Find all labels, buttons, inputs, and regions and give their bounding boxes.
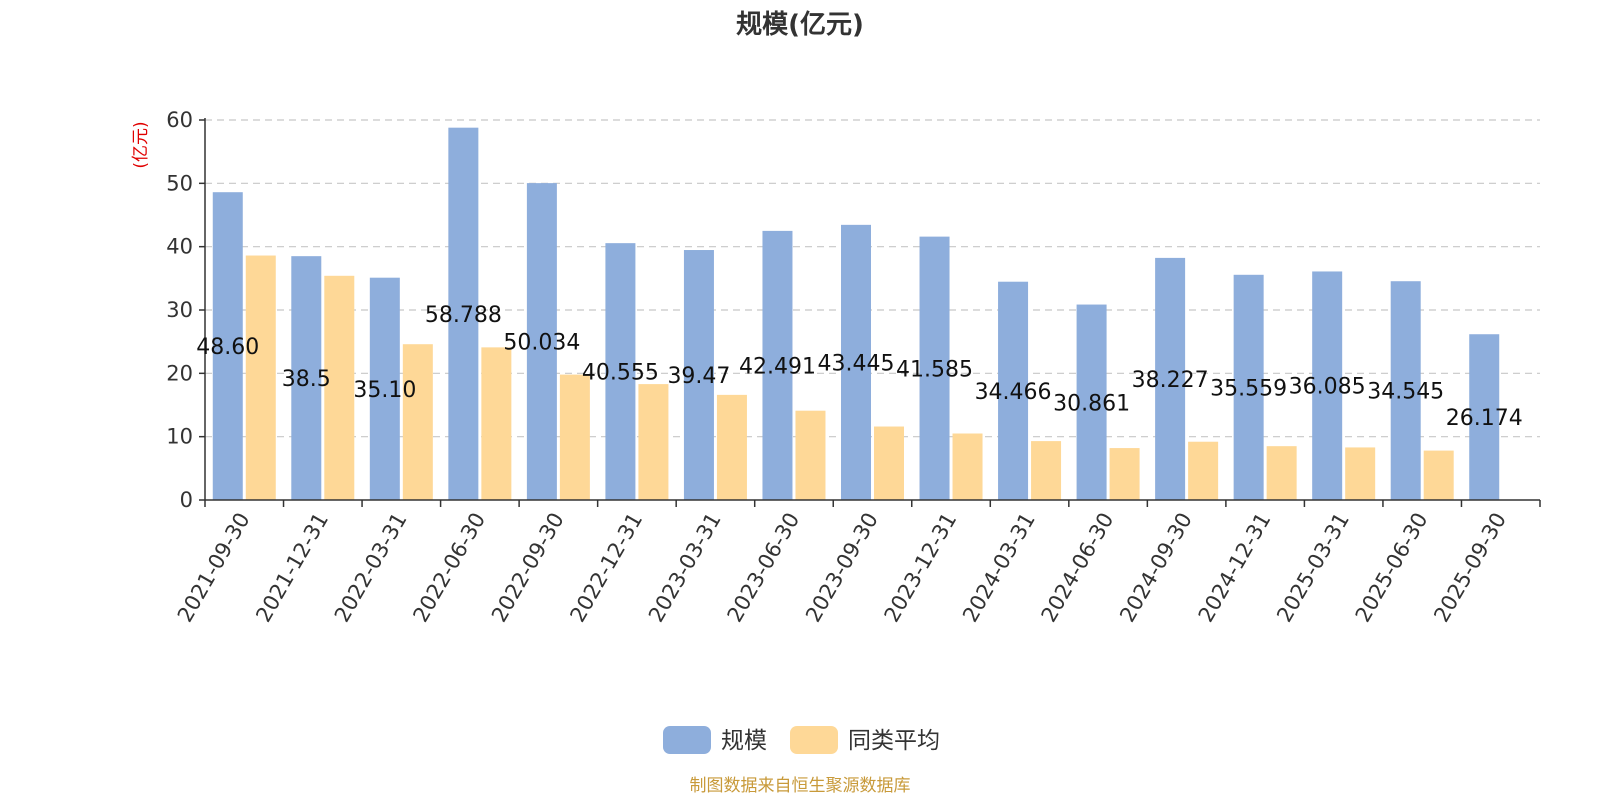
x-tick-label: 2025-03-31 xyxy=(1272,509,1354,627)
y-tick-label: 30 xyxy=(166,298,193,322)
bar-guimo xyxy=(1155,257,1186,500)
bar-tonglei-pingjun xyxy=(638,384,669,500)
data-label: 30.861 xyxy=(1053,391,1130,416)
x-tick-label: 2024-12-31 xyxy=(1194,509,1276,627)
bar-guimo xyxy=(291,256,322,500)
bar-guimo xyxy=(998,281,1029,500)
bar-guimo xyxy=(919,236,950,500)
data-label: 34.466 xyxy=(975,380,1052,405)
x-tick-label: 2025-09-30 xyxy=(1429,509,1511,627)
data-label: 35.559 xyxy=(1210,376,1287,401)
data-label: 58.788 xyxy=(425,303,502,328)
chart-title: 规模(亿元) xyxy=(736,10,864,40)
legend-swatch xyxy=(663,726,711,754)
bar-guimo xyxy=(212,192,243,500)
legend-swatch xyxy=(790,726,838,754)
source-note: 制图数据来自恒生聚源数据库 xyxy=(690,776,911,796)
y-tick-label: 40 xyxy=(166,235,193,259)
bar-tonglei-pingjun xyxy=(795,410,826,500)
x-tick-label: 2023-09-30 xyxy=(801,509,883,627)
bar-tonglei-pingjun xyxy=(324,275,355,500)
y-axis-ticks: 0 10 20 30 40 50 60 xyxy=(166,108,205,512)
x-tick-label: 2025-06-30 xyxy=(1351,509,1433,627)
bar-tonglei-pingjun xyxy=(559,374,590,500)
data-label: 40.555 xyxy=(582,361,659,386)
y-tick-label: 0 xyxy=(180,488,193,512)
bar-tonglei-pingjun xyxy=(1188,441,1219,500)
bar-guimo xyxy=(1469,334,1500,500)
y-tick-label: 10 xyxy=(166,425,193,449)
legend-label: 规模 xyxy=(721,728,767,754)
data-label: 42.491 xyxy=(739,354,816,379)
bar-tonglei-pingjun xyxy=(716,394,747,500)
bar-guimo xyxy=(605,243,636,500)
y-axis-unit-label: (亿元) xyxy=(131,121,151,168)
x-tick-label: 2022-03-31 xyxy=(330,508,412,626)
bar-guimo xyxy=(1390,281,1421,500)
bar-tonglei-pingjun xyxy=(1345,447,1376,500)
x-tick-label: 2024-06-30 xyxy=(1037,509,1119,627)
data-label: 38.5 xyxy=(282,367,331,392)
y-tick-label: 50 xyxy=(166,171,193,195)
bar-guimo xyxy=(448,127,479,501)
bar-tonglei-pingjun xyxy=(1109,448,1140,500)
bar-guimo xyxy=(1312,271,1343,500)
bar-guimo xyxy=(841,224,871,500)
x-tick-label: 2021-12-31 xyxy=(251,509,333,627)
bar-tonglei-pingjun xyxy=(402,344,433,500)
bars xyxy=(212,127,1500,501)
data-label: 43.445 xyxy=(818,351,895,376)
data-label: 50.034 xyxy=(503,331,580,356)
x-tick-label: 2022-06-30 xyxy=(408,508,490,626)
x-tick-label: 2021-09-30 xyxy=(173,509,255,627)
legend-label: 同类平均 xyxy=(848,728,940,754)
bar-guimo xyxy=(1233,274,1264,500)
x-tick-label: 2024-03-31 xyxy=(958,509,1040,627)
x-tick-label: 2022-09-30 xyxy=(487,509,569,627)
data-label: 34.545 xyxy=(1367,380,1444,405)
bar-guimo xyxy=(526,183,557,501)
x-axis-ticks: 2021-09-302021-12-312022-03-312022-06-30… xyxy=(173,500,1541,627)
data-label: 39.47 xyxy=(667,364,730,389)
data-label: 41.585 xyxy=(896,357,973,382)
bar-tonglei-pingjun xyxy=(874,426,904,500)
bar-tonglei-pingjun xyxy=(1031,441,1062,500)
bar-guimo xyxy=(1076,304,1107,500)
data-label: 38.227 xyxy=(1132,368,1209,393)
x-tick-label: 2023-03-31 xyxy=(644,509,726,627)
y-tick-label: 60 xyxy=(166,108,193,132)
x-tick-label: 2022-12-31 xyxy=(565,509,647,627)
data-label: 26.174 xyxy=(1446,406,1523,431)
legend: 规模 同类平均 xyxy=(663,726,940,754)
x-tick-label: 2024-09-30 xyxy=(1115,509,1197,627)
bar-guimo xyxy=(369,277,400,500)
bar-tonglei-pingjun xyxy=(1266,446,1297,500)
bar-guimo xyxy=(683,250,714,500)
bar-tonglei-pingjun xyxy=(952,433,983,500)
x-tick-label: 2023-06-30 xyxy=(722,509,804,627)
bar-guimo xyxy=(762,230,793,501)
y-tick-label: 20 xyxy=(166,361,193,385)
data-label: 48.60 xyxy=(196,335,259,360)
bar-tonglei-pingjun xyxy=(481,347,512,500)
data-label: 36.085 xyxy=(1289,375,1366,400)
bar-tonglei-pingjun xyxy=(245,255,276,500)
bar-tonglei-pingjun xyxy=(1423,450,1454,500)
x-tick-label: 2023-12-31 xyxy=(880,509,962,627)
data-label: 35.10 xyxy=(353,378,416,403)
